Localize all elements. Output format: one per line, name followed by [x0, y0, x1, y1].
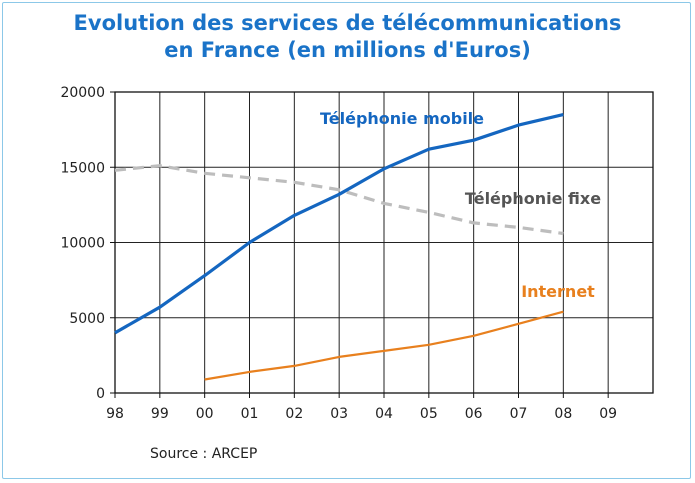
source-note: Source : ARCEP	[150, 446, 258, 462]
chart-title-line-2: en France (en millions d'Euros)	[164, 38, 531, 62]
chart-title: Evolution des services de télécommunicat…	[0, 10, 695, 64]
x-tick-label: 04	[375, 406, 393, 422]
x-tick-label: 09	[599, 406, 617, 422]
x-tick-label: 07	[510, 406, 528, 422]
x-tick-label: 02	[285, 406, 303, 422]
x-tick-label: 00	[196, 406, 214, 422]
x-tick-label: 05	[420, 406, 438, 422]
x-tick-label: 99	[151, 406, 169, 422]
series-lines	[114, 113, 564, 381]
x-tick-label: 06	[465, 406, 483, 422]
y-axis-ticks: 0 5000 10000 15000 20000	[60, 85, 115, 402]
x-axis-ticks: 98 99 00 01 02 03 04 05 06 07 08 09	[106, 393, 617, 422]
series-label-fixe: Téléphonie fixe	[465, 189, 601, 208]
y-tick-label: 20000	[60, 85, 105, 101]
chart-frame	[2, 2, 691, 479]
series-label-internet: Internet	[521, 282, 595, 301]
series-labels: Téléphonie mobile Téléphonie fixe Intern…	[320, 109, 601, 301]
x-tick-label: 08	[554, 406, 572, 422]
chart-title-line-1: Evolution des services de télécommunicat…	[73, 11, 622, 35]
series-line-internet	[204, 310, 564, 381]
y-tick-label: 5000	[69, 311, 105, 327]
y-tick-label: 0	[96, 386, 105, 402]
x-tick-label: 98	[106, 406, 124, 422]
x-tick-label: 01	[241, 406, 259, 422]
x-tick-label: 03	[330, 406, 348, 422]
series-line-fixe	[114, 164, 564, 236]
y-tick-label: 15000	[60, 160, 105, 176]
series-label-mobile: Téléphonie mobile	[320, 109, 484, 128]
y-tick-label: 10000	[60, 236, 105, 252]
series-line-mobile	[114, 113, 564, 335]
